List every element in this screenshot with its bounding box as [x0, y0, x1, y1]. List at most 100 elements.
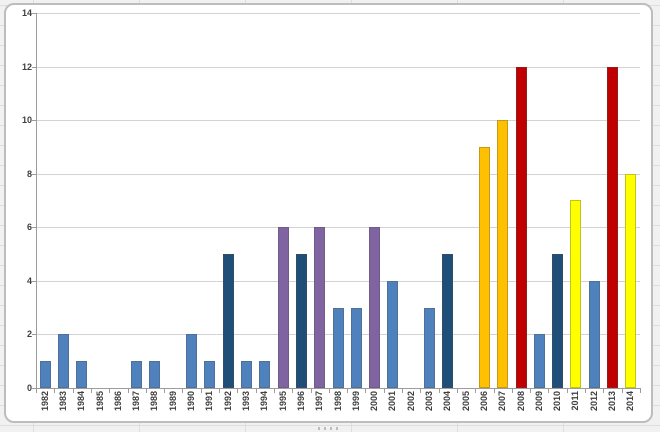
gridline-4 [36, 281, 640, 282]
category-axis-tick [219, 389, 220, 393]
category-axis-tick [494, 389, 495, 393]
bar-1984[interactable] [76, 361, 87, 388]
x-label-2003: 2003 [424, 391, 434, 412]
category-axis-tick [274, 389, 275, 393]
x-label-2010: 2010 [552, 391, 563, 412]
x-label-1991: 1991 [204, 391, 215, 412]
gridline-14 [36, 13, 640, 14]
x-label-2005: 2005 [460, 391, 471, 412]
category-axis-tick [585, 389, 586, 393]
category-axis-tick [311, 389, 312, 393]
x-label-1996: 1996 [295, 391, 306, 412]
category-axis-tick [164, 389, 165, 393]
bar-1988[interactable] [149, 361, 160, 388]
category-axis-line [36, 388, 641, 389]
bar-2010[interactable] [552, 254, 563, 388]
bar-1991[interactable] [204, 361, 215, 388]
x-label-1990: 1990 [186, 391, 197, 412]
gridline-12 [36, 67, 640, 68]
category-axis-tick [347, 389, 348, 393]
x-label-1988: 1988 [149, 391, 160, 412]
bar-1993[interactable] [241, 361, 252, 388]
y-label-6: 6 [26, 222, 32, 232]
bar-1997[interactable] [314, 227, 325, 388]
category-axis-tick [146, 389, 147, 393]
bar-2009[interactable] [534, 334, 545, 388]
bar-1992[interactable] [223, 254, 234, 388]
category-axis-tick [512, 389, 513, 393]
x-label-2001: 2001 [387, 391, 398, 412]
category-axis-tick [292, 389, 293, 393]
bar-2012[interactable] [589, 281, 600, 388]
x-label-2000: 2000 [369, 391, 380, 412]
bar-2013[interactable] [607, 67, 618, 388]
worksheet-cell-remnant [318, 427, 342, 430]
y-label-8: 8 [26, 169, 32, 179]
bar-2011[interactable] [570, 200, 581, 388]
category-axis-tick [530, 389, 531, 393]
category-axis-tick [329, 389, 330, 393]
x-label-1999: 1999 [350, 391, 361, 412]
bar-1983[interactable] [58, 334, 69, 388]
x-label-1992: 1992 [222, 391, 233, 412]
bar-2006[interactable] [479, 147, 490, 388]
x-label-2007: 2007 [497, 391, 508, 412]
y-label-4: 4 [26, 276, 32, 286]
category-axis-tick [237, 389, 238, 393]
bar-1999[interactable] [351, 308, 362, 388]
value-axis-tick-6 [32, 227, 36, 228]
category-axis-tick [384, 389, 385, 393]
gridline-8 [36, 174, 640, 175]
x-label-1989: 1989 [167, 391, 178, 412]
y-label-10: 10 [21, 115, 32, 125]
bar-2014[interactable] [625, 174, 636, 388]
x-label-2002: 2002 [405, 391, 416, 412]
category-axis-tick [256, 389, 257, 393]
value-axis-tick-12 [32, 67, 36, 68]
value-axis-tick-14 [32, 13, 36, 14]
category-axis-tick [365, 389, 366, 393]
chart-object[interactable]: 0 2 4 6 8 10 12 14 1982 1983 1984 1985 1986 1987 1988… [4, 3, 653, 423]
category-axis-tick [603, 389, 604, 393]
x-label-2013: 2013 [607, 391, 618, 412]
x-label-1983: 1983 [57, 391, 68, 412]
category-axis-tick [622, 389, 623, 393]
bar-2004[interactable] [442, 254, 453, 388]
x-label-1987: 1987 [131, 391, 142, 412]
category-axis-tick [128, 389, 129, 393]
category-axis-tick [54, 389, 55, 393]
y-label-2: 2 [26, 329, 32, 339]
category-axis-tick [36, 389, 37, 393]
bar-2007[interactable] [497, 120, 508, 388]
x-label-1995: 1995 [277, 391, 288, 412]
category-axis-tick [73, 389, 74, 393]
category-axis-tick [548, 389, 549, 393]
bar-1990[interactable] [186, 334, 197, 388]
x-label-1984: 1984 [76, 391, 87, 412]
bar-2000[interactable] [369, 227, 380, 388]
x-label-1986: 1986 [112, 391, 123, 412]
value-axis-tick-10 [32, 120, 36, 121]
bar-1995[interactable] [278, 227, 289, 388]
category-axis-tick [475, 389, 476, 393]
bar-2001[interactable] [387, 281, 398, 388]
bar-2008[interactable] [516, 67, 527, 388]
x-label-1998: 1998 [332, 391, 343, 412]
category-axis-tick [402, 389, 403, 393]
value-axis-tick-0 [32, 388, 36, 389]
x-label-2008: 2008 [515, 391, 526, 412]
x-label-1994: 1994 [259, 391, 270, 412]
bar-1982[interactable] [40, 361, 51, 388]
gridline-10 [36, 120, 640, 121]
y-label-0: 0 [26, 383, 32, 393]
bar-1994[interactable] [259, 361, 270, 388]
bar-1998[interactable] [333, 308, 344, 388]
bar-2003[interactable] [424, 308, 435, 388]
x-label-2014: 2014 [625, 391, 636, 412]
bar-1987[interactable] [131, 361, 142, 388]
category-axis-tick [439, 389, 440, 393]
bar-1996[interactable] [296, 254, 307, 388]
category-axis-tick [567, 389, 568, 393]
x-label-1985: 1985 [94, 391, 105, 412]
